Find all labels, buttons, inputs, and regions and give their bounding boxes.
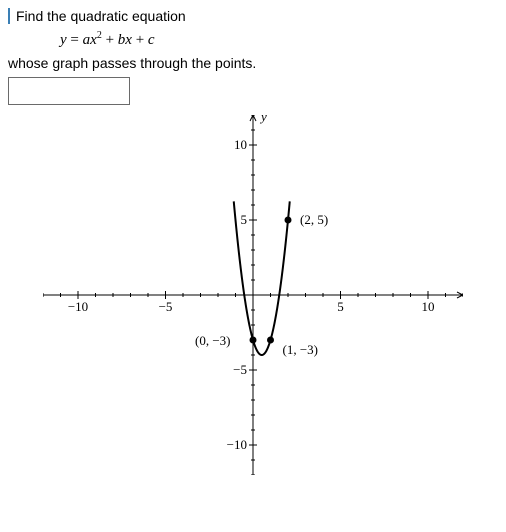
eq-c: c — [148, 32, 155, 48]
eq-x2: x — [125, 32, 132, 48]
data-point — [267, 337, 274, 344]
prompt-line-2: whose graph passes through the points. — [8, 55, 498, 71]
equation: y = ax2 + bx + c — [8, 30, 498, 49]
data-point — [285, 217, 292, 224]
data-point — [250, 337, 257, 344]
y-tick-label: 5 — [241, 212, 248, 227]
eq-x1: x — [90, 32, 97, 48]
x-tick-label: −10 — [68, 299, 88, 314]
x-tick-label: −5 — [159, 299, 173, 314]
point-label: (0, −3) — [195, 333, 231, 348]
x-tick-label: 5 — [337, 299, 344, 314]
eq-plus1: + — [102, 32, 118, 48]
y-tick-label: −5 — [233, 362, 247, 377]
eq-plus2: + — [132, 32, 148, 48]
y-axis-label: y — [259, 115, 267, 124]
y-tick-label: −10 — [227, 437, 247, 452]
quadratic-chart: −10−5510−10−5510xy(0, −3)(1, −3)(2, 5) — [43, 115, 463, 475]
chart-container: −10−5510−10−5510xy(0, −3)(1, −3)(2, 5) — [8, 115, 498, 475]
eq-equals: = — [67, 32, 83, 48]
point-label: (2, 5) — [300, 212, 328, 227]
y-tick-label: 10 — [234, 137, 247, 152]
x-tick-label: 10 — [422, 299, 435, 314]
eq-y: y — [60, 32, 67, 48]
answer-input[interactable] — [8, 77, 130, 105]
prompt-line-1: Find the quadratic equation — [8, 8, 498, 24]
point-label: (1, −3) — [283, 342, 319, 357]
